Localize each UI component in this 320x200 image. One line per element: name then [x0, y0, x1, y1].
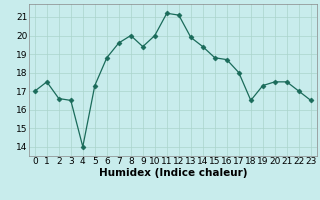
X-axis label: Humidex (Indice chaleur): Humidex (Indice chaleur) [99, 168, 247, 178]
